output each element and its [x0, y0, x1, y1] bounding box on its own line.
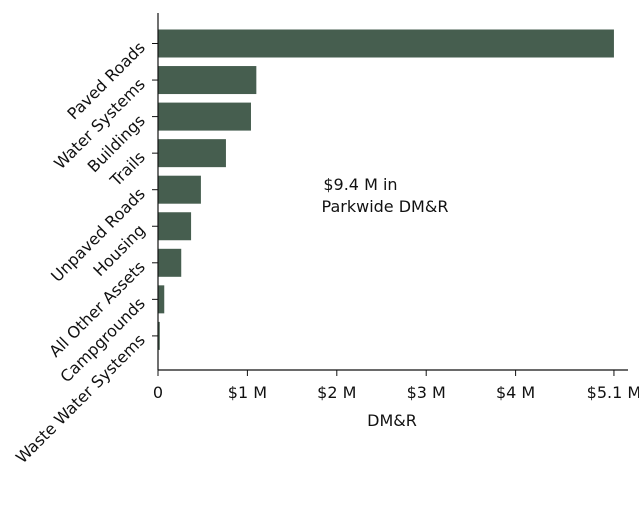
bar-buildings	[158, 102, 251, 131]
annotation-line-2: Parkwide DM&R	[322, 197, 449, 216]
x-axis-title: DM&R	[367, 411, 417, 430]
x-axis-ticks: 0 $1 M $2 M $3 M $4 M $5.1 M	[153, 370, 639, 402]
x-tick-label: $5.1 M	[587, 383, 639, 402]
x-tick-label: $1 M	[228, 383, 267, 402]
annotation-line-1: $9.4 M in	[323, 175, 397, 194]
bar-unpaved-roads	[158, 175, 201, 204]
bar-waste-water-systems	[158, 321, 160, 350]
bar-water-systems	[158, 66, 257, 95]
x-tick-label: $3 M	[407, 383, 446, 402]
bars	[158, 29, 614, 350]
bar-trails	[158, 139, 226, 168]
chart-annotation: $9.4 M in Parkwide DM&R	[322, 175, 449, 216]
bar-campgrounds	[158, 285, 165, 314]
x-tick-label: 0	[153, 383, 163, 402]
bar-paved-roads	[158, 29, 614, 58]
x-tick-label: $4 M	[496, 383, 535, 402]
bar-housing	[158, 212, 192, 241]
x-tick-label: $2 M	[317, 383, 356, 402]
bar-all-other-assets	[158, 248, 182, 277]
